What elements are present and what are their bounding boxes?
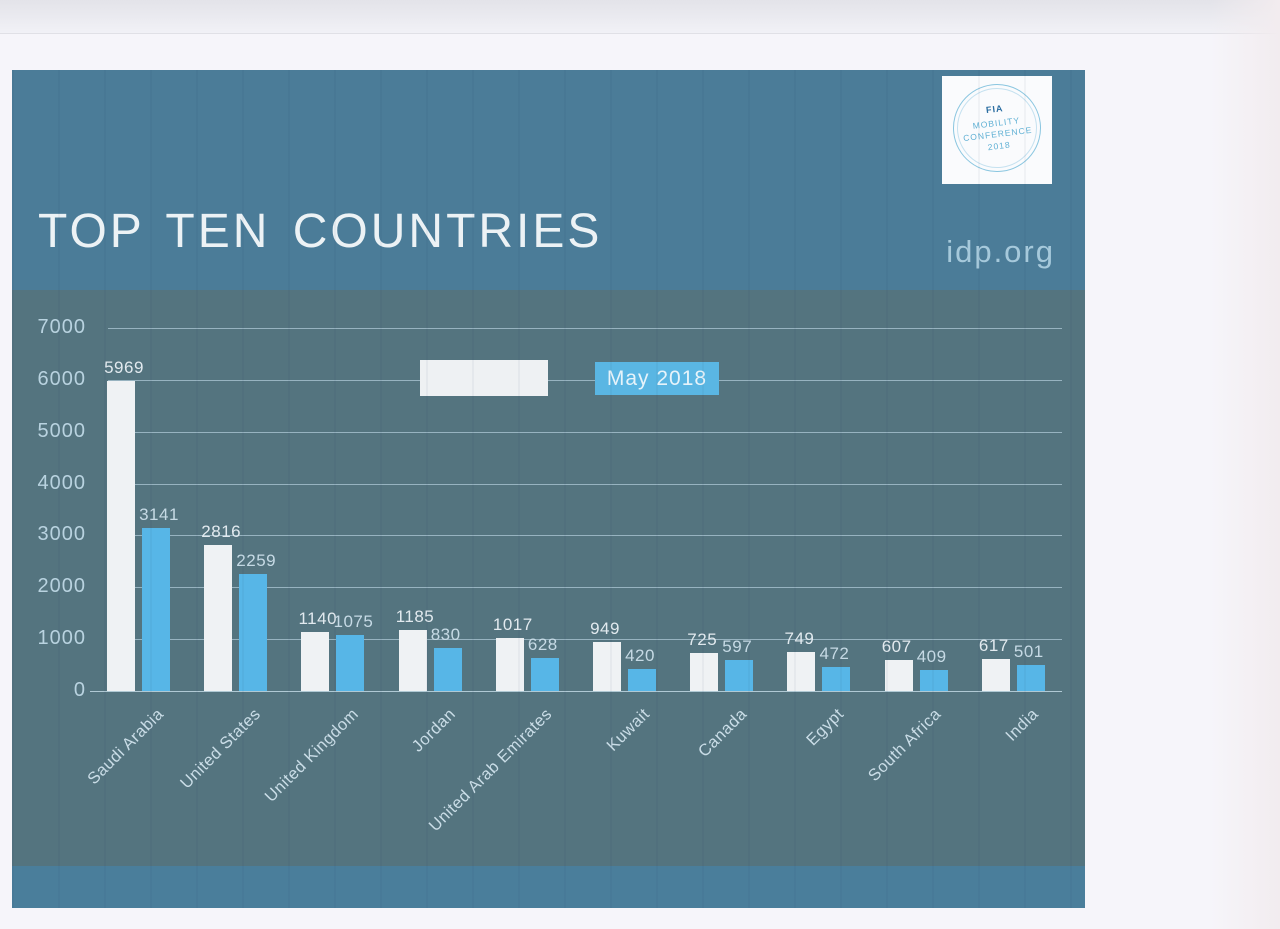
bar-series-0: 725 [687, 630, 719, 691]
bar-series-1: 3141 [139, 505, 178, 691]
bar-value-label: 2816 [201, 521, 242, 541]
bar-series-1: 472 [819, 644, 851, 691]
gridline [90, 691, 1062, 692]
bar-group: 1140 1075 United Kingdom [261, 328, 381, 806]
bar-series-0: 749 [784, 629, 816, 691]
bar-group: 5969 3141 Saudi Arabia [84, 328, 187, 788]
gridline [108, 535, 1062, 537]
y-axis-tick-label: 2000 [37, 575, 86, 598]
bar-series-0: 949 [590, 619, 622, 691]
chart-band-background [12, 290, 1085, 866]
y-axis-tick-label: 5000 [37, 419, 86, 442]
logo-line: MOBILITY [972, 114, 1021, 131]
bar-group: 2816 2259 United States [177, 328, 284, 792]
bar-value-label: 617 [978, 636, 1009, 656]
logo-line: 2018 [987, 139, 1012, 152]
bar-series-1: 409 [917, 647, 948, 691]
bar-series-1: 628 [528, 635, 559, 691]
bar-value-label: 628 [527, 635, 558, 655]
scan-top-strip [0, 0, 1280, 34]
bar-value-label: 725 [687, 630, 718, 650]
bar-series-0: 1185 [396, 607, 434, 691]
bar-value-label: 1017 [492, 615, 533, 635]
bar-group: 725 597 Canada [673, 328, 770, 761]
gridline [108, 431, 1062, 433]
bar-value-label: 607 [881, 636, 912, 656]
bar-value-label: 949 [590, 618, 620, 638]
bar-series-0: 1017 [493, 615, 532, 691]
gridline [108, 379, 1062, 381]
bar-value-label: 830 [430, 624, 461, 644]
bar-group: 749 472 Egypt [770, 328, 867, 749]
bar-series-1: 501 [1014, 642, 1045, 691]
bar-series-0: 5969 [104, 358, 143, 691]
bar-series-1: 597 [722, 637, 754, 691]
legend-item-may2017 [420, 360, 548, 396]
bar-value-label: 749 [784, 629, 815, 649]
bar-value-label: 2259 [236, 550, 277, 570]
bar-series-1: 1075 [333, 612, 373, 691]
bar-series-0: 1140 [298, 609, 337, 691]
y-axis-tick-label: 0 [73, 679, 86, 702]
gridline [108, 328, 1062, 329]
y-axis-tick-label: 6000 [37, 367, 86, 390]
bar-series-0: 2816 [201, 522, 241, 691]
bar-value-label: 597 [722, 637, 753, 657]
bar-value-label: 1185 [395, 606, 435, 626]
bar-value-label: 1075 [333, 612, 374, 632]
fia-mobility-conference-stamp-icon: FIA MOBILITY CONFERENCE 2018 [947, 78, 1047, 178]
y-axis-tick-label: 4000 [37, 471, 86, 494]
bar-group: 949 420 Kuwait [576, 328, 673, 755]
bar-value-label: 420 [625, 646, 655, 666]
bar-value-label: 5969 [104, 358, 144, 378]
bar-group: 1185 830 Jordan [382, 328, 479, 756]
slide-bottom-strip [12, 866, 1085, 908]
bar-value-label: 1140 [298, 608, 338, 628]
bar-value-label: 409 [916, 646, 947, 666]
logo-line: CONFERENCE [962, 125, 1033, 144]
slide-title: TOP TEN COUNTRIES [38, 205, 603, 258]
bar-group: 1017 628 United Arab Emirates [426, 328, 576, 835]
gridline [108, 639, 1062, 641]
bar-series-0: 617 [979, 636, 1010, 691]
plot-area: 0 1000 2000 3000 4000 5000 6000 7000 5969 3141 Sau… [38, 316, 1062, 835]
legend-item-may2018: May 2018 [595, 362, 719, 395]
bar-value-label: 3141 [139, 505, 179, 525]
bar-group: 607 409 South Africa [865, 328, 965, 785]
bar-series-1: 420 [625, 646, 657, 691]
scan-right-tint [1210, 0, 1280, 929]
bar-series-0: 607 [882, 637, 913, 691]
y-axis-tick-label: 1000 [37, 627, 86, 650]
y-axis-tick-label: 7000 [37, 316, 86, 339]
y-axis-tick-label: 3000 [37, 523, 86, 546]
bar-series-1: 830 [431, 625, 462, 691]
bar-group: 617 501 India [965, 328, 1062, 745]
slide: FIA MOBILITY CONFERENCE 2018 TOP TEN COU… [12, 70, 1085, 908]
conference-logo-tab: FIA MOBILITY CONFERENCE 2018 [942, 76, 1052, 184]
bar-series-1: 2259 [236, 551, 276, 691]
bar-value-label: 501 [1013, 642, 1044, 662]
gridline [108, 587, 1062, 589]
logo-org-text: FIA [985, 102, 1004, 115]
gridline [108, 483, 1062, 485]
bar-value-label: 472 [819, 643, 850, 663]
site-url: idp.org [946, 234, 1055, 269]
